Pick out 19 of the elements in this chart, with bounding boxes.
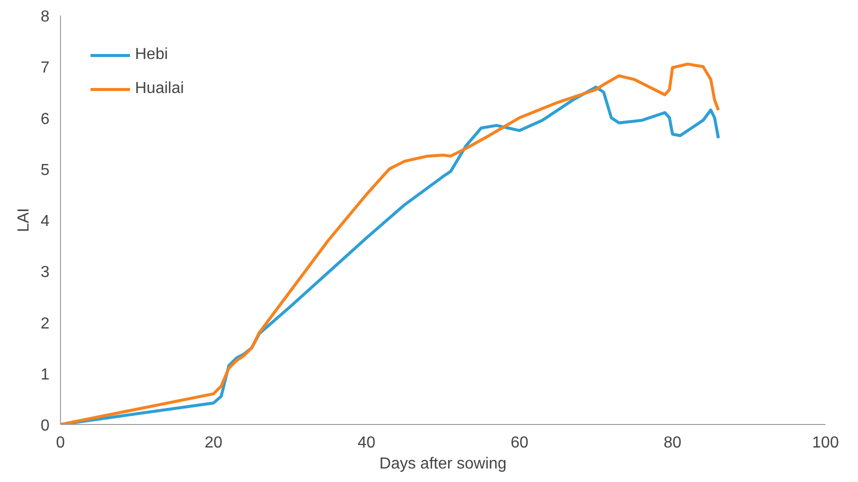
legend-label: Huailai xyxy=(135,80,184,98)
y-tick-label: 5 xyxy=(40,162,50,179)
y-tick-label: 7 xyxy=(40,60,50,77)
legend-label: Hebi xyxy=(135,46,168,64)
x-tick-label: 0 xyxy=(56,434,66,452)
y-axis-title: LAI xyxy=(16,208,33,232)
x-tick-label: 40 xyxy=(358,434,376,452)
x-axis-title: Days after sowing xyxy=(379,456,507,472)
y-tick-label: 3 xyxy=(40,264,50,282)
y-tick-label: 4 xyxy=(40,213,50,230)
y-tick-label: 2 xyxy=(40,315,50,332)
y-tick-label: 0 xyxy=(40,418,50,434)
y-tick-label: 6 xyxy=(40,110,50,128)
y-tick-label: 1 xyxy=(40,366,50,384)
x-tick-label: 100 xyxy=(812,434,839,452)
x-tick-label: 80 xyxy=(664,434,682,452)
x-tick-label: 60 xyxy=(510,434,528,452)
y-tick-label: 8 xyxy=(40,8,50,26)
x-tick-label: 20 xyxy=(204,434,222,452)
